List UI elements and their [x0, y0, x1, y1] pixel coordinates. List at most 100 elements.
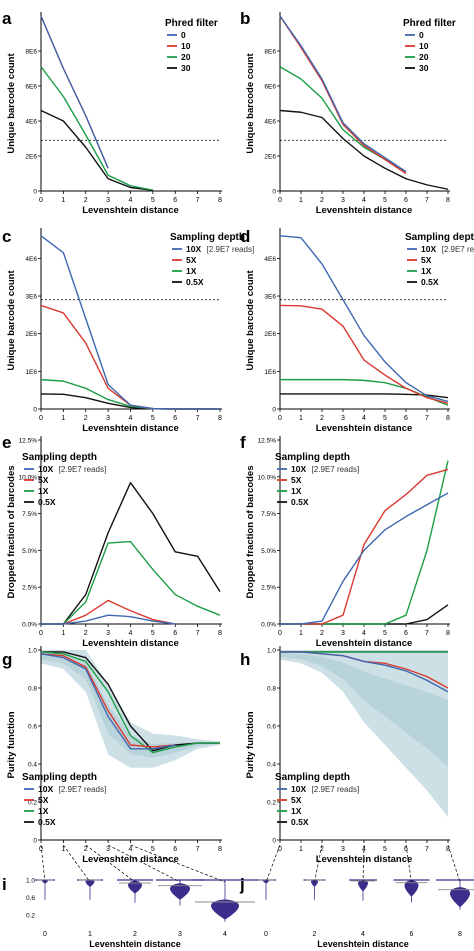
x-tick-label: 0 [278, 197, 282, 204]
legend-label: 0.5X [38, 497, 56, 507]
x-tick-label: 0 [39, 415, 43, 422]
y-axis-label: Unique barcode count [245, 270, 256, 371]
series-line-10X [280, 651, 449, 693]
x-tick-label: 0 [39, 630, 43, 637]
y-tick-label: 1.0 [267, 648, 276, 655]
x-tick-label: 1 [61, 415, 65, 422]
x-tick-label: 1 [61, 630, 65, 637]
x-tick-label: 7 [425, 197, 429, 204]
x-tick-label: 1 [61, 197, 65, 204]
x-tick-label: 1 [299, 197, 303, 204]
x-tick-label: 7 [196, 630, 200, 637]
y-axis-label: Unique barcode count [6, 53, 17, 154]
panel-letter: j [239, 875, 245, 894]
y-tick-label: 12.5% [258, 438, 277, 445]
y-tick-label: 2.5% [261, 585, 276, 592]
panel-g: g 0 1 2 3 4 5 6 7 8 0 0.2 0.4 0.6 0.8 1.0 Levenshtein di… [2, 646, 222, 865]
y-axis-label: Dropped fraction of barcodes [6, 465, 17, 598]
y-tick-label: 0.2 [26, 913, 35, 920]
x-axis-label: Levenshtein distance [82, 205, 179, 216]
x-axis-label: Levenshtein distance [82, 854, 179, 865]
series-line-10X [280, 492, 449, 625]
legend-label: 1X [38, 806, 49, 816]
legend-note: [2.9E7 reads] [59, 785, 107, 794]
x-axis-label: Levenshtein distance [82, 638, 179, 649]
x-tick-label: 4 [129, 197, 133, 204]
legend-label: 5X [291, 475, 302, 485]
x-tick-label: 4 [129, 415, 133, 422]
legend-label: 30 [181, 63, 191, 73]
x-tick-label: 2 [320, 415, 324, 422]
x-tick-label: 6 [404, 630, 408, 637]
y-tick-label: 0 [272, 189, 276, 196]
panel-f: f 0 1 2 3 4 5 6 7 8 0.0% 2.5% 5.0% 7.5% 10.0% 12.5% Leve… [240, 433, 450, 649]
x-axis-label: Levenshtein distance [317, 939, 409, 949]
y-tick-label: 0.2 [267, 800, 276, 807]
y-tick-label: 7.5% [22, 511, 37, 518]
x-tick-label: 1 [61, 846, 65, 853]
x-tick-label: 5 [151, 197, 155, 204]
x-tick-label: 3 [106, 415, 110, 422]
x-axis-label: Levenshtein distance [82, 423, 179, 434]
series-line-10 [279, 15, 407, 175]
series-line-1X [41, 540, 221, 625]
y-tick-label: 6E6 [25, 84, 37, 91]
panel-j: j 0 2 4 6 8 Levenshtein distance [239, 875, 474, 949]
x-tick-label: 3 [341, 630, 345, 637]
x-tick-label: 8 [218, 630, 222, 637]
x-tick-label: 8 [446, 415, 450, 422]
series-line-30 [40, 109, 153, 191]
legend-label: 5X [38, 795, 49, 805]
violin-body [263, 880, 269, 884]
series-line-10X [279, 235, 449, 403]
legend-label: 10X [38, 464, 53, 474]
x-tick-label: 2 [313, 931, 317, 938]
x-tick-label: 7 [425, 846, 429, 853]
legend-note: [2.9E7 reads] [312, 785, 360, 794]
legend-note: [2.9E7 reads] [442, 245, 474, 254]
y-tick-label: 2E6 [264, 331, 276, 338]
panel-letter: g [2, 650, 12, 669]
legend-title: Sampling depth [405, 232, 474, 243]
series-line-5X [279, 304, 449, 405]
x-tick-label: 5 [151, 630, 155, 637]
y-tick-label: 0.6 [26, 895, 35, 902]
panel-c: c 0 1 2 3 4 5 6 7 8 0 1E6 2E6 3E6 4E6 Levenshtein dista… [2, 227, 254, 434]
y-tick-label: 8E6 [264, 49, 276, 56]
y-tick-label: 0.2 [28, 800, 37, 807]
legend-label: 0 [419, 30, 424, 40]
x-tick-label: 5 [383, 846, 387, 853]
x-tick-label: 0 [43, 931, 47, 938]
x-tick-label: 0 [278, 415, 282, 422]
x-tick-label: 3 [178, 931, 182, 938]
x-tick-label: 3 [106, 197, 110, 204]
x-tick-label: 6 [173, 415, 177, 422]
series-line-0 [279, 15, 407, 173]
x-tick-label: 7 [196, 197, 200, 204]
panel-b: b 0 1 2 3 4 5 6 7 8 0 2E6 4E6 6E6 8E6 Levenshtein dista… [240, 9, 456, 216]
panel-a: a 0 1 2 3 4 5 6 7 8 0 2E6 4E6 6E6 8E6 Levenshtein dista… [2, 9, 222, 216]
x-tick-label: 2 [320, 846, 324, 853]
y-tick-label: 0 [272, 838, 276, 845]
y-tick-label: 0 [33, 838, 37, 845]
panel-letter: b [240, 9, 250, 28]
y-tick-label: 4E6 [25, 119, 37, 126]
y-tick-label: 0.4 [267, 762, 276, 769]
x-tick-label: 4 [362, 846, 366, 853]
x-tick-label: 0 [39, 197, 43, 204]
series-line-20 [40, 66, 154, 191]
spread-band [41, 650, 220, 768]
y-tick-label: 7.5% [261, 511, 276, 518]
x-tick-label: 2 [320, 630, 324, 637]
legend-label: 0.5X [38, 817, 56, 827]
x-tick-label: 3 [341, 846, 345, 853]
legend-label: 0.5X [291, 497, 309, 507]
panel-letter: d [240, 227, 250, 246]
spread-band [280, 650, 448, 818]
legend-label: 5X [291, 795, 302, 805]
violin-body [404, 880, 419, 897]
y-tick-label: 2E6 [25, 331, 37, 338]
panel-letter: h [240, 650, 250, 669]
legend-label: 10X [186, 244, 201, 254]
x-tick-label: 3 [106, 846, 110, 853]
